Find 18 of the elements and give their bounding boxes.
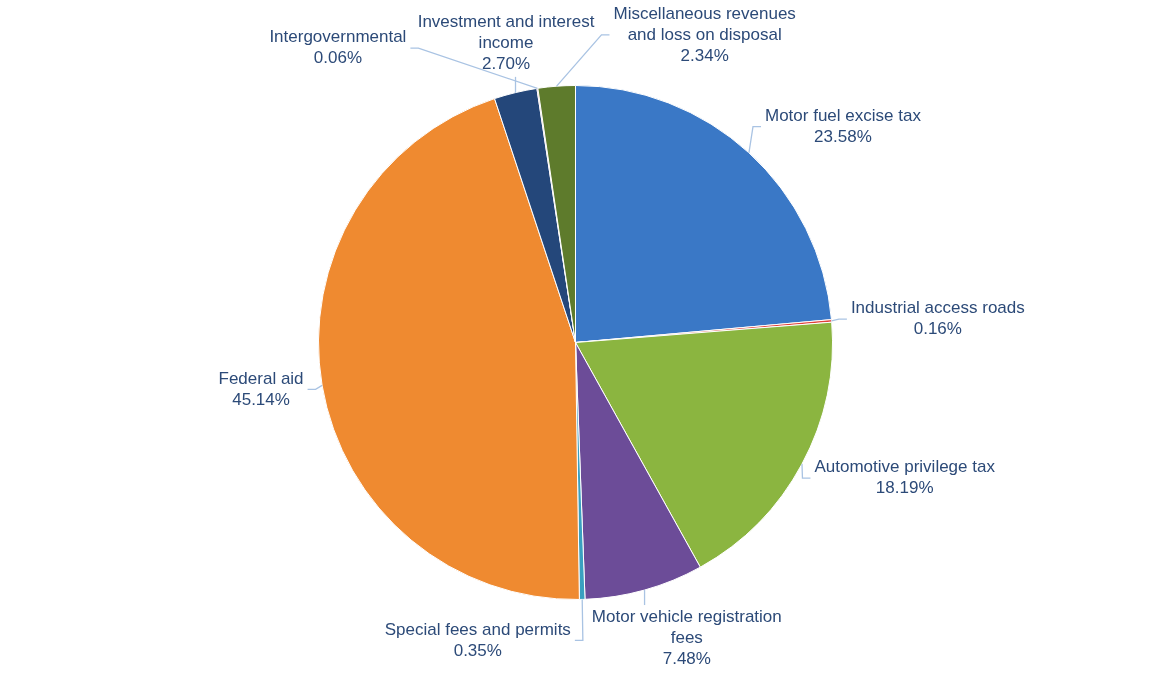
slice-label: Intergovernmental <box>269 27 407 47</box>
slice-label: Federal aid <box>218 368 304 388</box>
slice-label: Motor fuel excise tax <box>764 105 922 125</box>
data-label: 2.34% <box>680 45 729 65</box>
data-label: 18.19% <box>875 478 934 498</box>
slice-label: Motor vehicle registration fees <box>591 607 782 648</box>
data-label: 0.06% <box>313 48 362 68</box>
slice-label: Investment and interest income <box>417 12 595 53</box>
slice-label: Industrial access roads <box>850 298 1025 318</box>
data-label: 2.70% <box>481 54 531 74</box>
data-label: 0.16% <box>913 319 962 339</box>
slice-label: Miscellaneous revenues and loss on disposal <box>613 3 796 44</box>
data-label: 23.58% <box>814 126 872 146</box>
slice-label: Special fees and permits <box>384 619 571 639</box>
slice-label: Automotive privilege tax <box>814 457 996 477</box>
data-label: 0.35% <box>453 640 502 660</box>
data-label: 45.14% <box>232 389 290 409</box>
data-label: 7.48% <box>662 649 711 669</box>
